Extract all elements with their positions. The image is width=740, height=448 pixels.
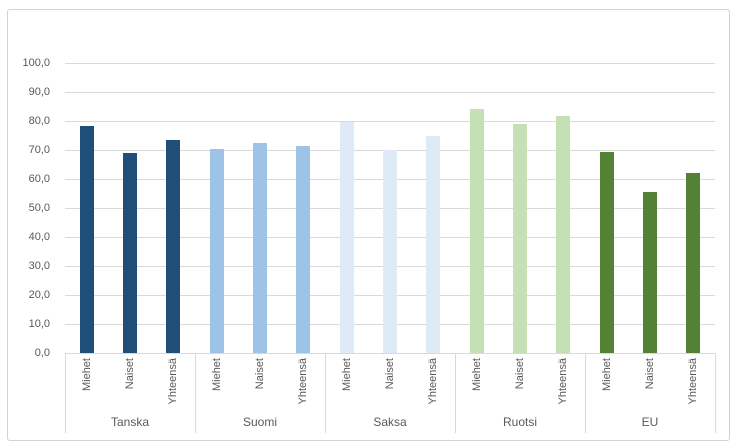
bar-ruotsi-miehet [469, 109, 484, 353]
y-tick-label: 0,0 [34, 347, 50, 359]
axis-group-divider [195, 353, 196, 433]
category-label: Naiset [384, 358, 396, 390]
bar-ruotsi-naiset [513, 124, 527, 353]
axis-group-divider [65, 353, 66, 433]
bar-tanska-miehet [79, 126, 94, 353]
axis-group-divider [585, 353, 586, 433]
category-label: Naiset [514, 358, 526, 390]
bar-tanska-yhteensä [166, 140, 181, 353]
bar-eu-yhteensä [686, 172, 701, 353]
category-label: Naiset [254, 358, 266, 390]
y-tick-label: 90,0 [28, 86, 50, 98]
axis-group-divider [715, 353, 716, 433]
y-axis-tick-labels: 0,0 10,0 20,0 30,0 40,0 50,0 60,0 70,0 80,0 90,0 1… [8, 10, 729, 440]
category-label: Miehet [600, 358, 613, 392]
bar-saksa-naiset [383, 149, 397, 353]
group-label-eu: EU [641, 415, 659, 429]
category-axis: Miehet Naiset Yhteensä Tanska Miehet Naiset Yh… [8, 10, 729, 440]
bar-suomi-miehet [209, 148, 224, 353]
category-label: Miehet [340, 358, 353, 392]
y-tick-label: 20,0 [28, 289, 50, 301]
gridline [65, 92, 715, 93]
bar-ruotsi-yhteensä [556, 116, 571, 353]
gridline [65, 63, 715, 64]
y-tick-label: 60,0 [28, 173, 50, 185]
category-label: Yhteensä [427, 358, 440, 405]
bar-eu-miehet [599, 151, 614, 353]
bar-eu-naiset [643, 192, 657, 353]
category-label: Naiset [124, 358, 136, 390]
category-label: Miehet [80, 358, 93, 392]
axis-group-divider [325, 353, 326, 433]
group-label-suomi: Suomi [242, 415, 277, 429]
y-tick-label: 40,0 [28, 231, 50, 243]
category-label: Yhteensä [297, 358, 310, 405]
group-label-tanska: Tanska [110, 415, 150, 429]
y-tick-label: 10,0 [28, 318, 50, 330]
y-tick-label: 100,0 [22, 57, 50, 69]
bar-suomi-naiset [253, 143, 267, 353]
bar-saksa-yhteensä [426, 136, 441, 353]
category-label: Yhteensä [557, 358, 570, 405]
y-tick-label: 30,0 [28, 260, 50, 272]
category-label: Naiset [644, 358, 656, 390]
gridline [65, 121, 715, 122]
bar-suomi-yhteensä [296, 145, 311, 353]
bar-saksa-miehet [339, 122, 354, 353]
category-label: Miehet [470, 358, 483, 392]
y-tick-label: 70,0 [28, 144, 50, 156]
group-label-ruotsi: Ruotsi [502, 415, 537, 429]
x-axis-line [65, 353, 715, 354]
bar-chart: 0,0 10,0 20,0 30,0 40,0 50,0 60,0 70,0 80,0 90,0 1… [7, 9, 730, 441]
y-tick-label: 50,0 [28, 202, 50, 214]
category-label: Miehet [210, 358, 223, 392]
group-label-saksa: Saksa [373, 415, 407, 429]
category-label: Yhteensä [167, 358, 180, 405]
bar-tanska-naiset [123, 152, 137, 353]
plot-area [8, 10, 729, 440]
category-label: Yhteensä [687, 358, 700, 405]
axis-group-divider [455, 353, 456, 433]
y-tick-label: 80,0 [28, 115, 50, 127]
